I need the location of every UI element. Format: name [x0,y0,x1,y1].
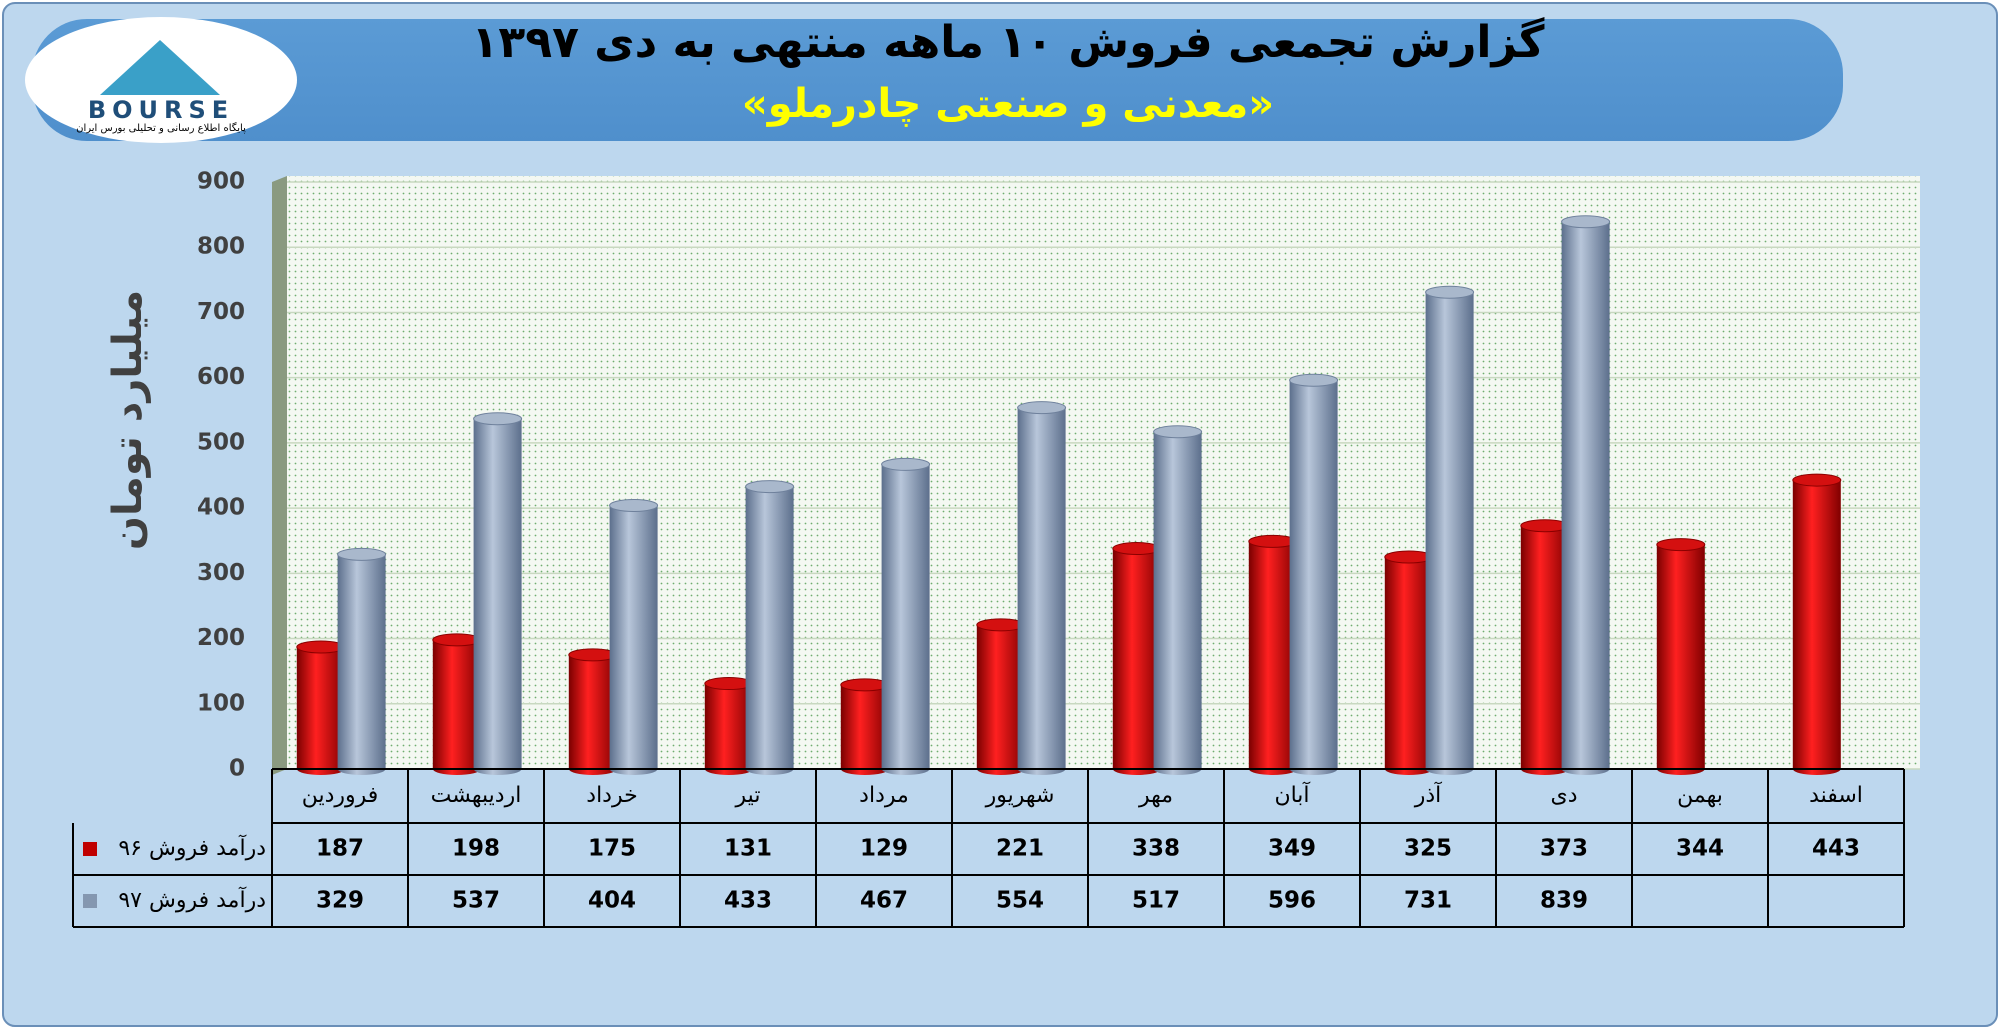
plot-area [287,176,1920,769]
bar [296,647,345,769]
x-tick-label: آذر [1414,781,1442,808]
table-value: 131 [724,836,772,862]
bar [1248,541,1297,769]
y-tick-label: 500 [197,429,245,455]
bar-cap [1656,538,1706,552]
table-value: 404 [588,888,636,914]
x-tick-label: مهر [1138,783,1173,808]
bar [1289,380,1338,769]
table-value: 325 [1404,836,1452,862]
bar-cap [1153,425,1203,439]
x-tick-label: فروردین [302,783,379,808]
bar [473,418,522,769]
bar [432,639,481,769]
bar-cap [745,480,795,494]
x-tick-label: اسفند [1809,783,1863,808]
x-tick-label: بهمن [1677,783,1723,808]
table-value: 338 [1132,836,1180,862]
bar-cap [1561,215,1611,229]
y-tick-label: 600 [197,364,245,390]
legend-swatch [83,894,97,908]
bar [609,505,658,769]
legend-label: درآمد فروش ۹۶ [118,834,266,861]
x-tick-label: شهریور [985,783,1055,808]
x-tick-label: تیر [735,783,761,808]
table-value: 839 [1540,888,1588,914]
bar [745,486,794,769]
table-value: 221 [996,836,1044,862]
bar [1561,221,1610,770]
table-value: 198 [452,836,500,862]
bar-cap [1425,285,1475,299]
y-tick-label: 200 [197,625,245,651]
y-tick-label: 700 [197,299,245,325]
chart-subtitle: «معدنی و صنعتی چادرملو» [742,81,1274,127]
table-value: 175 [588,836,636,862]
bar-cap [1289,373,1339,387]
chart-title: گزارش تجمعی فروش ۱۰ ماهه منتهی به دی ۱۳۹… [472,16,1545,68]
legend-label: درآمد فروش ۹۷ [118,886,266,913]
bar-cap [432,633,482,647]
x-tick-label: خرداد [586,783,637,808]
table-value: 537 [452,888,500,914]
y-tick-label: 800 [197,234,245,260]
table-value: 443 [1812,836,1860,862]
bar [568,654,617,769]
bar [704,683,753,769]
logo-mark [100,40,220,95]
bar [1425,292,1474,769]
bar [1112,548,1161,769]
table-value: 596 [1268,888,1316,914]
y-tick-label: 900 [197,169,245,195]
y-axis-label: میلیارد تومان [105,290,151,550]
table-value: 329 [316,888,364,914]
bar [1656,544,1705,769]
bar [337,554,386,769]
bar [881,464,930,769]
y-tick-label: 100 [197,690,245,716]
table-value: 467 [860,888,908,914]
bar [1017,407,1066,769]
table-value: 187 [316,836,364,862]
table-value: 731 [1404,888,1452,914]
table-value: 129 [860,836,908,862]
banner [32,19,1843,141]
bar-cap [473,412,523,426]
table-value: 373 [1540,836,1588,862]
table-value: 349 [1268,836,1316,862]
bar [1153,431,1202,769]
bar [1384,557,1433,769]
x-tick-label: آبان [1274,781,1310,808]
bar-cap [609,499,659,513]
bar [1520,525,1569,769]
bar [976,624,1025,769]
table-value: 554 [996,888,1044,914]
bar-cap [1792,473,1842,487]
y-tick-label: 0 [229,756,245,782]
table-value: 517 [1132,888,1180,914]
logo-caption: پایگاه اطلاع رسانی و تحلیلی بورس ایران [76,122,246,134]
bar [840,684,889,769]
bar-cap [337,547,387,561]
bar-cap [881,457,931,471]
bar [1792,480,1841,769]
y-tick-label: 300 [197,560,245,586]
bar-cap [1017,401,1067,415]
x-tick-label: اردیبهشت [431,783,522,808]
x-tick-label: دی [1550,783,1577,808]
logo-name: BOURSE [88,96,234,124]
legend-swatch [83,842,97,856]
x-tick-label: مرداد [859,783,909,808]
y-tick-label: 400 [197,495,245,521]
table-value: 433 [724,888,772,914]
bar-cap [296,640,346,654]
table-value: 344 [1676,836,1724,862]
side-wall [272,176,287,775]
